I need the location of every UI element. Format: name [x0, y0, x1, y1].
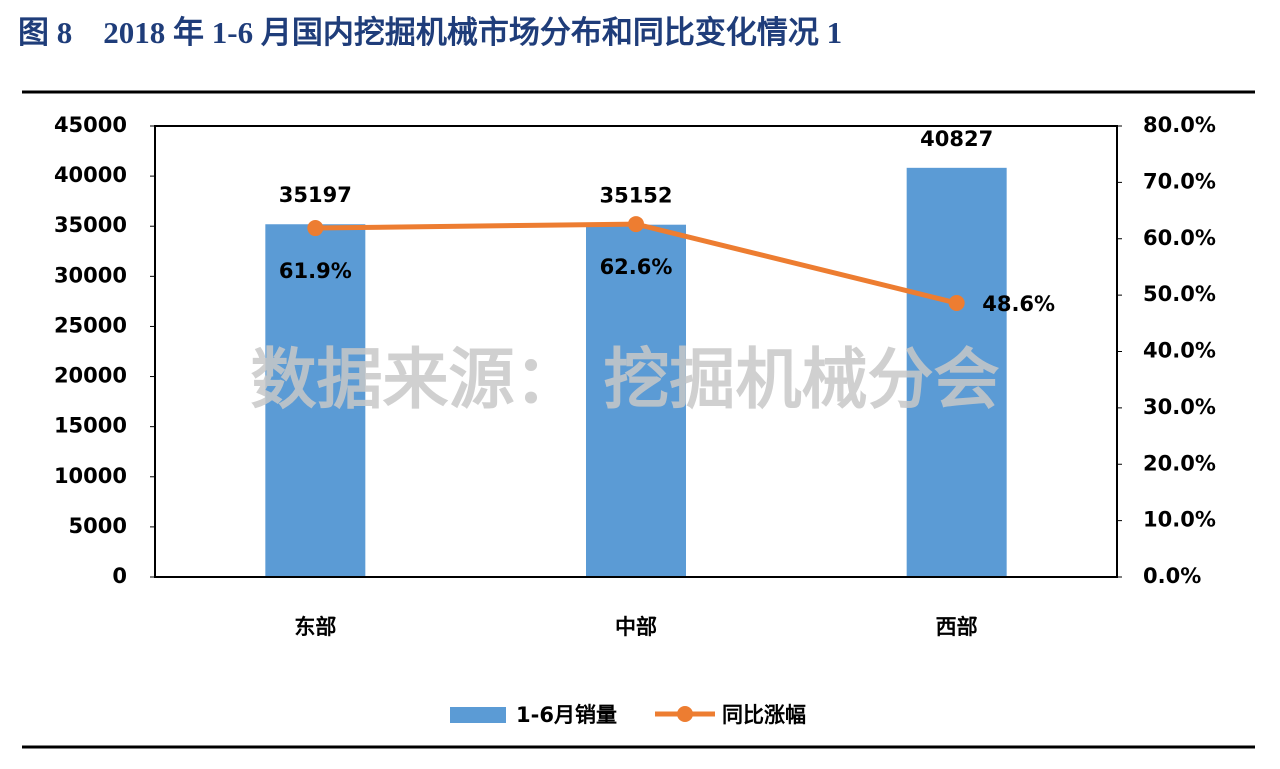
- y-tick-label: 20000: [54, 364, 127, 388]
- y-tick-label: 45000: [54, 113, 127, 137]
- bar-value-label: 35197: [279, 183, 352, 207]
- legend-swatch: [450, 707, 506, 723]
- y-tick-label: 5000: [69, 514, 127, 538]
- y-tick-label: 10000: [54, 464, 127, 488]
- y2-tick-label: 60.0%: [1143, 226, 1216, 250]
- watermark: 数据来源： 挖掘机械分会: [251, 341, 1000, 418]
- y-tick-label: 40000: [54, 163, 127, 187]
- line-value-label: 62.6%: [600, 255, 673, 279]
- line-value-label: 48.6%: [982, 292, 1055, 316]
- legend-swatch: [677, 706, 693, 722]
- y2-tick-label: 30.0%: [1143, 395, 1216, 419]
- y-tick-label: 25000: [54, 313, 127, 337]
- x-tick-label: 西部: [936, 615, 978, 639]
- x-tick-label: 东部: [294, 615, 336, 639]
- bar: [906, 167, 1007, 577]
- y-tick-label: 0: [112, 564, 127, 588]
- plot: 0 5000 10000 15000 20000 25000 30000 35000 40000…: [54, 113, 1216, 727]
- y2-tick-label: 20.0%: [1143, 451, 1216, 475]
- chart-title: 图 8 2018 年 1-6 月国内挖掘机械市场分布和同比变化情况 1: [18, 15, 842, 50]
- bar-value-label: 40827: [920, 127, 993, 151]
- line-marker: [948, 295, 965, 312]
- bar: [586, 224, 686, 577]
- y2-tick-label: 10.0%: [1143, 508, 1216, 532]
- y2-tick-label: 0.0%: [1143, 564, 1201, 588]
- line-marker: [628, 216, 644, 233]
- legend-label: 同比涨幅: [722, 703, 806, 727]
- y-tick-label: 35000: [54, 213, 127, 237]
- bar: [265, 224, 366, 577]
- legend-label: 1-6月销量: [516, 703, 617, 727]
- y2-tick-label: 40.0%: [1143, 339, 1216, 363]
- line-marker: [307, 220, 324, 237]
- line-value-label: 61.9%: [279, 259, 352, 283]
- plot-frame: [154, 125, 1118, 578]
- y2-tick-label: 50.0%: [1143, 282, 1216, 306]
- x-tick-label: 中部: [615, 615, 657, 639]
- y-tick-label: 30000: [54, 263, 127, 287]
- y-tick-label: 15000: [54, 414, 127, 438]
- bar-value-label: 35152: [599, 184, 672, 208]
- y2-tick-label: 80.0%: [1143, 113, 1216, 137]
- y2-tick-label: 70.0%: [1143, 169, 1216, 193]
